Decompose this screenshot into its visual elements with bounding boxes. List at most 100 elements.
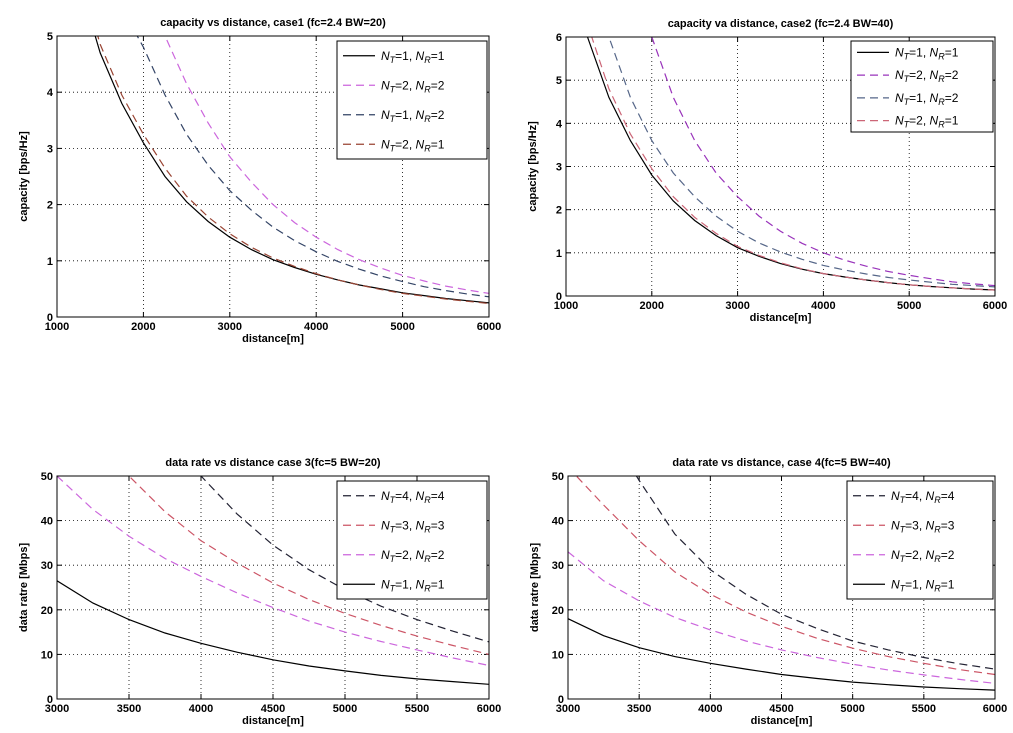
y-tick-label: 0 [556, 291, 562, 303]
series-line-3 [57, 476, 489, 667]
chart-title: capacity va distance, case2 (fc=2.4 BW=4… [668, 18, 894, 30]
y-tick-label: 1 [556, 248, 562, 260]
x-tick-label: 4000 [304, 321, 328, 333]
y-tick-label: 5 [556, 75, 562, 87]
x-axis-label: distance[m] [242, 715, 304, 727]
legend-entry: NT=4, NR=4 [381, 489, 445, 505]
y-axis-label: capacity [bps/Hz] [18, 131, 30, 222]
legend-entry: NT=3, NR=3 [381, 518, 445, 534]
chart-title: capacity vs distance, case1 (fc=2.4 BW=2… [160, 17, 386, 29]
y-tick-label: 20 [41, 605, 53, 617]
plot-frame [56, 35, 490, 318]
y-tick-label: 30 [552, 560, 564, 572]
legend-box [850, 40, 994, 133]
legend: NT=4, NR=4 NT=3, NR=3 NT=2, NR=2 NT=1, NR=1 [846, 480, 994, 600]
legend-entry: NT=2, NR=1 [381, 137, 445, 153]
legend-entry: NT=2, NR=1 [895, 114, 959, 130]
x-tick-label: 3500 [117, 703, 141, 715]
x-tick-label: 4500 [261, 703, 285, 715]
series-line-2 [164, 36, 489, 294]
plot-frame [567, 475, 996, 700]
x-axis-label: distance[m] [751, 715, 813, 727]
x-tick-label: 5000 [897, 300, 921, 312]
y-tick-label: 40 [41, 516, 53, 528]
legend-entry: NT=2, NR=2 [891, 548, 955, 564]
x-tick-label: 5000 [390, 321, 414, 333]
x-tick-label: 3000 [725, 300, 749, 312]
series-line-2 [128, 476, 489, 655]
y-tick-label: 20 [552, 605, 564, 617]
chart-1: capacity vs distance, case1 (fc=2.4 BW=2… [18, 17, 501, 345]
chart-title: data rate vs distance, case 4(fc=5 BW=40… [672, 457, 891, 469]
y-tick-label: 6 [556, 32, 562, 44]
y-tick-label: 4 [556, 118, 563, 130]
x-tick-label: 2000 [131, 321, 155, 333]
x-tick-label: 4500 [769, 703, 793, 715]
legend: NT=4, NR=4 NT=3, NR=3 NT=2, NR=2 NT=1, NR=1 [336, 480, 488, 600]
series-line-2 [575, 476, 995, 676]
x-tick-label: 1000 [554, 300, 578, 312]
legend-entry: NT=1, NR=1 [381, 577, 445, 593]
x-tick-label: 4000 [189, 703, 213, 715]
y-tick-label: 3 [47, 143, 53, 155]
y-tick-label: 5 [47, 31, 53, 43]
chart-title: data rate vs distance case 3(fc=5 BW=20) [165, 457, 381, 469]
legend-entry: NT=1, NR=2 [895, 91, 959, 107]
series-line-4 [97, 36, 489, 305]
y-tick-label: 3 [556, 162, 562, 174]
y-tick-label: 50 [552, 471, 564, 483]
x-tick-label: 4000 [811, 300, 835, 312]
x-tick-label: 6000 [983, 703, 1007, 715]
x-tick-label: 4000 [698, 703, 722, 715]
x-tick-label: 5500 [405, 703, 429, 715]
y-tick-label: 2 [556, 205, 562, 217]
series-line-2 [651, 37, 995, 287]
series-line-1 [635, 476, 995, 670]
y-axis-label: capacity [bps/Hz] [527, 121, 539, 212]
x-tick-label: 3000 [45, 703, 69, 715]
x-tick-label: 6000 [983, 300, 1007, 312]
x-tick-label: 1000 [45, 321, 69, 333]
x-axis-label: distance[m] [750, 312, 812, 324]
x-axis-label: distance[m] [242, 333, 304, 345]
x-tick-label: 5000 [333, 703, 357, 715]
x-tick-label: 3000 [556, 703, 580, 715]
legend-entry: NT=2, NR=2 [381, 548, 445, 564]
series-line-4 [57, 580, 489, 685]
x-tick-label: 5500 [912, 703, 936, 715]
y-tick-label: 0 [558, 694, 564, 706]
legend-entry: NT=1, NR=1 [895, 45, 959, 61]
y-axis-label: data ratre [Mbps] [18, 543, 30, 633]
y-tick-label: 4 [47, 87, 54, 99]
legend: NT=1, NR=1 NT=2, NR=2 NT=1, NR=2 NT=2, NR=1 [336, 40, 488, 160]
x-tick-label: 3500 [627, 703, 651, 715]
series-line-3 [568, 551, 995, 684]
x-tick-label: 6000 [477, 321, 501, 333]
series-line-1 [200, 476, 489, 643]
plot-frame [56, 475, 490, 700]
y-tick-label: 2 [47, 200, 53, 212]
y-tick-label: 40 [552, 516, 564, 528]
x-tick-label: 5000 [840, 703, 864, 715]
y-tick-label: 0 [47, 694, 53, 706]
y-tick-label: 1 [47, 256, 53, 268]
legend-entry: NT=3, NR=3 [891, 518, 955, 534]
y-axis-label: data ratre [Mbps] [529, 543, 541, 633]
legend: NT=1, NR=1 NT=2, NR=2 NT=1, NR=2 NT=2, NR=1 [850, 40, 994, 133]
y-tick-label: 30 [41, 560, 53, 572]
chart-4: data rate vs distance, case 4(fc=5 BW=40… [529, 457, 1007, 727]
y-tick-label: 50 [41, 471, 53, 483]
x-tick-label: 2000 [640, 300, 664, 312]
chart-3: data rate vs distance case 3(fc=5 BW=20)… [18, 457, 501, 727]
series-line-4 [568, 618, 995, 691]
y-tick-label: 10 [552, 649, 564, 661]
legend-entry: NT=1, NR=1 [891, 577, 955, 593]
legend-box [336, 480, 488, 600]
legend-entry: NT=4, NR=4 [891, 489, 955, 505]
plot-frame [565, 36, 996, 297]
legend-entry: NT=2, NR=2 [895, 68, 959, 84]
y-tick-label: 0 [47, 312, 53, 324]
chart-2: capacity va distance, case2 (fc=2.4 BW=4… [527, 18, 1007, 324]
x-tick-label: 6000 [477, 703, 501, 715]
